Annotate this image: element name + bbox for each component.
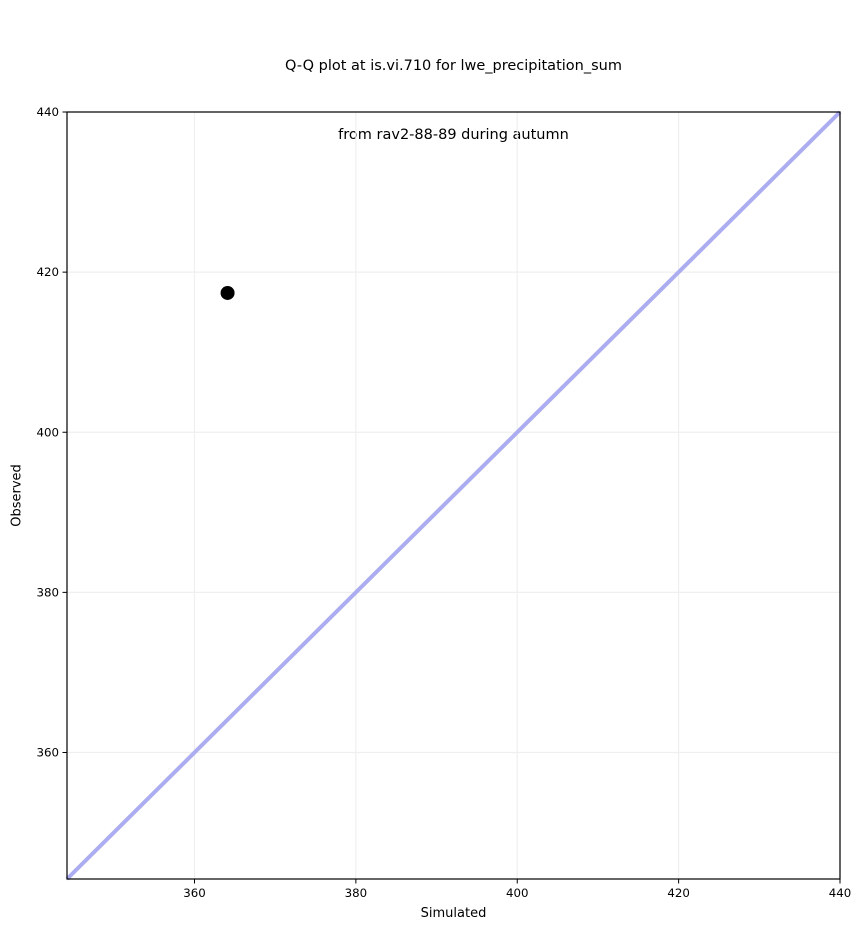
- x-tick-label: 420: [667, 886, 690, 900]
- chart-title-line2: from rav2-88-89 during autumn: [338, 127, 569, 143]
- y-tick-label: 440: [36, 105, 59, 119]
- identity-line: [65, 110, 842, 881]
- x-tick-label: 440: [829, 886, 852, 900]
- y-tick-label: 420: [36, 265, 59, 279]
- y-tick-label: 380: [36, 585, 59, 599]
- y-tick-label: 360: [36, 746, 59, 760]
- chart-title: Q-Q plot at is.vi.710 for lwe_precipitat…: [67, 9, 840, 193]
- x-axis-label: Simulated: [420, 906, 487, 921]
- data-point: [220, 285, 235, 300]
- y-tick-label: 400: [36, 425, 59, 439]
- x-tick-label: 360: [183, 886, 206, 900]
- chart-title-line1: Q-Q plot at is.vi.710 for lwe_precipitat…: [285, 58, 622, 74]
- x-tick-label: 400: [506, 886, 529, 900]
- x-tick-label: 380: [345, 886, 368, 900]
- y-axis-label: Observed: [9, 464, 25, 527]
- plot-border: [66, 111, 841, 880]
